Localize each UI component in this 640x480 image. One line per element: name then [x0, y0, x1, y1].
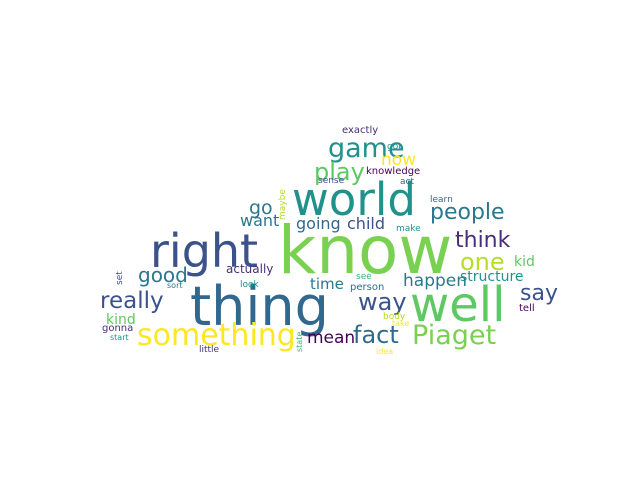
word-start: start	[110, 333, 129, 342]
word-say: say	[520, 281, 558, 306]
word-one: one	[460, 248, 505, 276]
word-fact: fact	[353, 321, 399, 349]
word-thing: thing	[190, 275, 329, 338]
word-people: people	[430, 200, 505, 225]
word-exactly: exactly	[342, 125, 379, 136]
word-state: state	[295, 331, 304, 352]
word-look: look	[240, 280, 259, 290]
word-game: game	[328, 133, 405, 164]
word-structure: structure	[460, 269, 524, 285]
word-think: think	[455, 228, 511, 253]
word-sense: sense	[318, 176, 345, 186]
word-play: play	[314, 158, 365, 186]
word-body: body	[383, 312, 406, 322]
word-going: going	[296, 214, 341, 233]
word-go: go	[249, 197, 273, 219]
word-right: right	[150, 224, 259, 278]
word-tell: tell	[519, 303, 535, 314]
word-child: child	[347, 214, 385, 233]
word-set: set	[115, 271, 125, 285]
word-actually: actually	[226, 262, 274, 276]
word-want: want	[240, 211, 280, 230]
word-see: see	[356, 272, 372, 282]
word-idea: idea	[376, 347, 394, 356]
word-way: way	[358, 288, 407, 316]
word-make: make	[396, 224, 421, 234]
word-time: time	[310, 275, 344, 293]
word-act: act	[400, 177, 414, 187]
word-learn: learn	[430, 195, 453, 205]
word-take: take	[392, 319, 410, 328]
word-know: know	[278, 212, 453, 289]
word-gonna: gonna	[102, 323, 134, 334]
word-something: something	[137, 318, 296, 353]
word-kind: kind	[106, 312, 136, 328]
word-knowledge: knowledge	[366, 166, 421, 177]
word-well: well	[410, 277, 506, 333]
word-now: now	[381, 150, 417, 170]
word-maybe: maybe	[278, 189, 288, 220]
word-Piaget: Piaget	[412, 320, 497, 351]
word-happen: happen	[403, 271, 468, 291]
word-sort: sort	[167, 281, 183, 290]
word-got: got	[387, 142, 402, 152]
word-mean: mean	[307, 328, 356, 348]
word-little: little	[199, 345, 220, 355]
word-kid: kid	[514, 254, 535, 270]
word-person: person	[350, 282, 385, 293]
word-really: really	[100, 288, 164, 314]
word-world: world	[292, 173, 416, 226]
word-good: good	[138, 263, 188, 287]
